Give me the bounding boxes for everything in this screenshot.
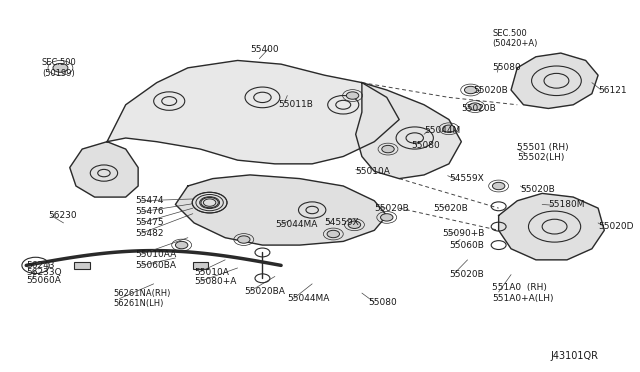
Text: 55010AA: 55010AA	[135, 250, 176, 259]
Text: 55020B: 55020B	[461, 104, 496, 113]
Text: 55044M: 55044M	[424, 126, 460, 135]
Text: 56261NA(RH)
56261N(LH): 56261NA(RH) 56261N(LH)	[113, 289, 171, 308]
Text: SEC.500
(50199): SEC.500 (50199)	[42, 58, 77, 77]
Text: 55474: 55474	[135, 196, 164, 205]
Text: 55020B: 55020B	[449, 270, 484, 279]
Text: 55060A: 55060A	[26, 276, 61, 285]
Polygon shape	[175, 175, 387, 245]
Text: 55080: 55080	[412, 141, 440, 150]
Text: 55080+A: 55080+A	[194, 278, 236, 286]
Text: 55080: 55080	[368, 298, 397, 307]
Circle shape	[469, 103, 481, 110]
Text: 55482: 55482	[135, 230, 164, 238]
Polygon shape	[511, 53, 598, 109]
Text: 55020D: 55020D	[598, 222, 634, 231]
Text: 55060B: 55060B	[449, 241, 484, 250]
Text: 55475: 55475	[135, 218, 164, 227]
Text: 54559X: 54559X	[449, 174, 484, 183]
FancyBboxPatch shape	[74, 262, 90, 269]
Circle shape	[237, 236, 250, 243]
Circle shape	[382, 145, 394, 153]
Circle shape	[443, 125, 455, 132]
Text: 55010A: 55010A	[194, 268, 229, 277]
Text: 55501 (RH)
55502(LH): 55501 (RH) 55502(LH)	[517, 143, 569, 163]
Text: 55400: 55400	[250, 45, 278, 54]
Text: 55020BA: 55020BA	[244, 287, 285, 296]
Text: 55060BA: 55060BA	[135, 261, 176, 270]
Text: 56243: 56243	[26, 261, 55, 270]
Text: 551A0  (RH)
551A0+A(LH): 551A0 (RH) 551A0+A(LH)	[492, 283, 554, 303]
Circle shape	[492, 182, 505, 190]
Text: 55044MA: 55044MA	[287, 294, 330, 303]
Circle shape	[53, 63, 68, 72]
Text: 55020B: 55020B	[374, 203, 409, 213]
Polygon shape	[107, 61, 399, 164]
Circle shape	[381, 214, 393, 221]
Text: 55020B: 55020B	[433, 203, 468, 213]
Circle shape	[465, 86, 477, 94]
Polygon shape	[70, 142, 138, 197]
Text: 55080: 55080	[492, 63, 521, 72]
Text: 56230: 56230	[48, 211, 77, 220]
Text: J43101QR: J43101QR	[550, 351, 598, 361]
Polygon shape	[356, 83, 461, 179]
Text: 55180M: 55180M	[548, 200, 585, 209]
Text: 55010A: 55010A	[356, 167, 390, 176]
Text: 55476: 55476	[135, 207, 164, 217]
Text: 55090+B: 55090+B	[443, 230, 485, 238]
Text: 56121: 56121	[598, 86, 627, 94]
Text: SEC.500
(50420+A): SEC.500 (50420+A)	[492, 29, 538, 48]
Polygon shape	[499, 193, 604, 260]
Text: 55020B: 55020B	[474, 86, 509, 94]
Text: 54559X: 54559X	[324, 218, 359, 227]
Circle shape	[348, 221, 361, 228]
Circle shape	[327, 230, 339, 238]
Circle shape	[175, 241, 188, 249]
FancyBboxPatch shape	[193, 262, 208, 269]
Text: 55020B: 55020B	[520, 185, 555, 194]
Text: 56233Q: 56233Q	[26, 268, 62, 277]
Text: 55044MA: 55044MA	[275, 220, 317, 229]
Text: 55011B: 55011B	[278, 100, 313, 109]
Circle shape	[346, 92, 359, 99]
